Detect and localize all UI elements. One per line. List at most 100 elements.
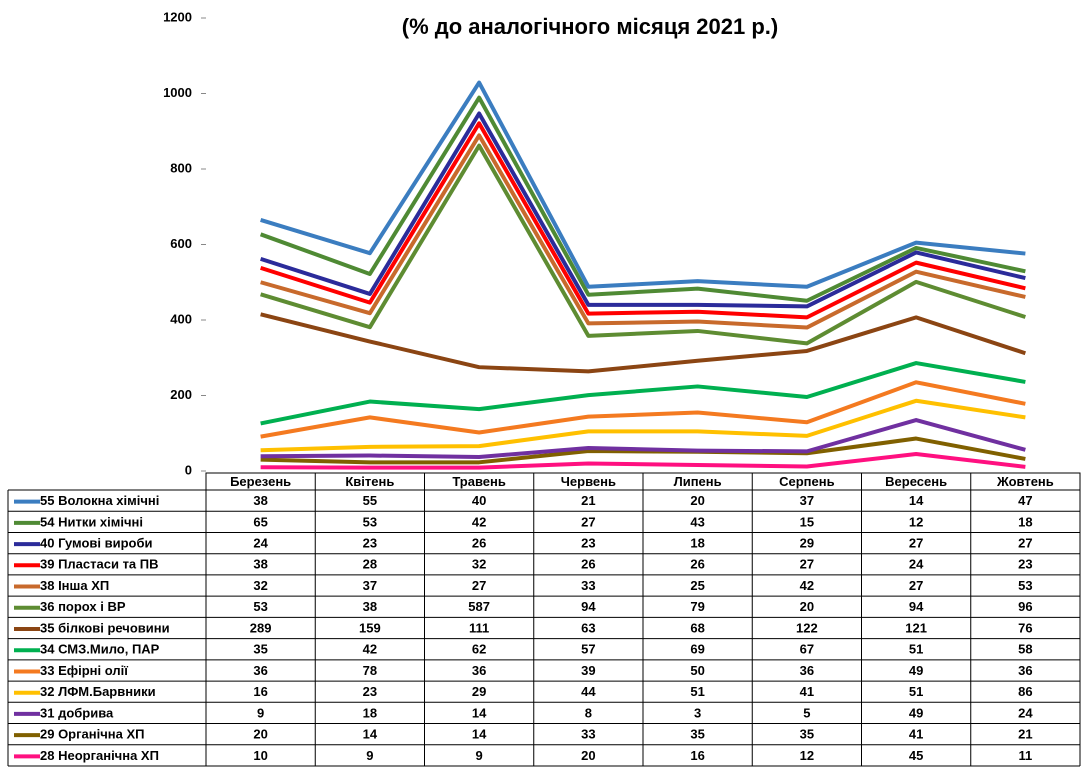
table-value: 587 — [468, 599, 490, 614]
table-value: 33 — [581, 727, 595, 742]
table-value: 10 — [253, 748, 267, 763]
series-line — [260, 143, 1026, 346]
table-value: 24 — [909, 557, 924, 572]
series-line — [260, 121, 1026, 320]
table-value: 11 — [1019, 748, 1033, 763]
table-value: 35 — [690, 727, 704, 742]
y-tick-label: 1200 — [163, 9, 192, 24]
legend-label: 36 порох і ВР — [40, 599, 126, 614]
table-value: 23 — [363, 684, 377, 699]
legend-label: 31 добрива — [40, 705, 114, 720]
series-line — [260, 312, 1027, 374]
table-value: 159 — [359, 620, 381, 635]
table-value: 121 — [905, 620, 927, 635]
table-value: 50 — [690, 663, 704, 678]
x-tick-label: Березень — [230, 474, 291, 489]
table-value: 86 — [1018, 684, 1032, 699]
series-line — [260, 380, 1026, 439]
table-value: 41 — [800, 684, 814, 699]
table-value: 42 — [800, 578, 814, 593]
x-tick-label: Червень — [561, 474, 616, 489]
legend-label: 38 Інша ХП — [40, 578, 109, 593]
table-value: 45 — [909, 748, 923, 763]
table-value: 51 — [909, 642, 923, 657]
x-tick-label: Липень — [674, 474, 722, 489]
table-value: 15 — [800, 514, 814, 529]
table-value: 94 — [909, 599, 924, 614]
table-value: 18 — [363, 705, 377, 720]
table-value: 51 — [909, 684, 923, 699]
table-value: 55 — [363, 493, 377, 508]
table-value: 35 — [800, 727, 814, 742]
x-tick-label: Серпень — [779, 474, 835, 489]
table-value: 18 — [1018, 514, 1032, 529]
table-value: 14 — [909, 493, 924, 508]
series-line — [260, 80, 1026, 289]
series-line — [260, 133, 1026, 330]
table-value: 39 — [581, 663, 595, 678]
table-value: 26 — [690, 557, 704, 572]
table-value: 21 — [581, 493, 595, 508]
legend-label: 32 ЛФМ.Барвники — [40, 684, 156, 699]
table-value: 40 — [472, 493, 486, 508]
legend-label: 29 Органічна ХП — [40, 727, 145, 742]
series-line — [260, 452, 1026, 470]
table-value: 65 — [253, 514, 267, 529]
table-value: 9 — [257, 705, 264, 720]
legend-label: 39 Пластаси та ПВ — [40, 557, 159, 572]
series-line — [260, 436, 1026, 465]
y-tick-label: 1000 — [163, 85, 192, 100]
table-value: 41 — [909, 727, 923, 742]
y-tick-label: 400 — [170, 311, 192, 326]
table-value: 14 — [472, 705, 487, 720]
table-value: 111 — [469, 620, 489, 635]
table-value: 94 — [581, 599, 596, 614]
table-value: 12 — [909, 514, 923, 529]
table-value: 20 — [581, 748, 595, 763]
table-value: 53 — [363, 514, 377, 529]
x-tick-label: Травень — [452, 474, 506, 489]
table-value: 24 — [1018, 705, 1033, 720]
y-tick-label: 600 — [170, 236, 192, 251]
series-line — [260, 418, 1026, 460]
chart-title: (% до аналогічного місяця 2021 р.) — [402, 14, 778, 39]
table-value: 9 — [476, 748, 483, 763]
table-value: 8 — [585, 705, 592, 720]
table-value: 14 — [363, 727, 378, 742]
table-value: 49 — [909, 705, 923, 720]
table-value: 5 — [803, 705, 810, 720]
x-tick-label: Квітень — [345, 474, 394, 489]
table-value: 16 — [690, 748, 704, 763]
table-value: 63 — [581, 620, 595, 635]
table-value: 27 — [909, 536, 923, 551]
table-value: 20 — [690, 493, 704, 508]
table-value: 289 — [250, 620, 272, 635]
table-value: 38 — [253, 557, 267, 572]
table-value: 27 — [1018, 536, 1032, 551]
table-value: 36 — [800, 663, 814, 678]
table-value: 43 — [690, 514, 704, 529]
table-value: 23 — [1018, 557, 1032, 572]
table-value: 3 — [694, 705, 701, 720]
table-value: 26 — [472, 536, 486, 551]
table-value: 57 — [581, 642, 595, 657]
table-value: 37 — [800, 493, 814, 508]
table-value: 23 — [581, 536, 595, 551]
table-value: 20 — [253, 727, 267, 742]
table-value: 76 — [1018, 620, 1032, 635]
table-value: 24 — [253, 536, 268, 551]
table-value: 27 — [472, 578, 486, 593]
table-value: 16 — [253, 684, 267, 699]
table-value: 23 — [363, 536, 377, 551]
table-value: 42 — [472, 514, 486, 529]
table-value: 44 — [581, 684, 596, 699]
series-line — [260, 398, 1026, 453]
table-value: 36 — [1018, 663, 1032, 678]
table-value: 27 — [800, 557, 814, 572]
table-value: 32 — [253, 578, 267, 593]
legend-label: 35 білкові речовини — [40, 620, 170, 635]
table-value: 78 — [363, 663, 377, 678]
table-value: 62 — [472, 642, 486, 657]
table-value: 96 — [1018, 599, 1032, 614]
